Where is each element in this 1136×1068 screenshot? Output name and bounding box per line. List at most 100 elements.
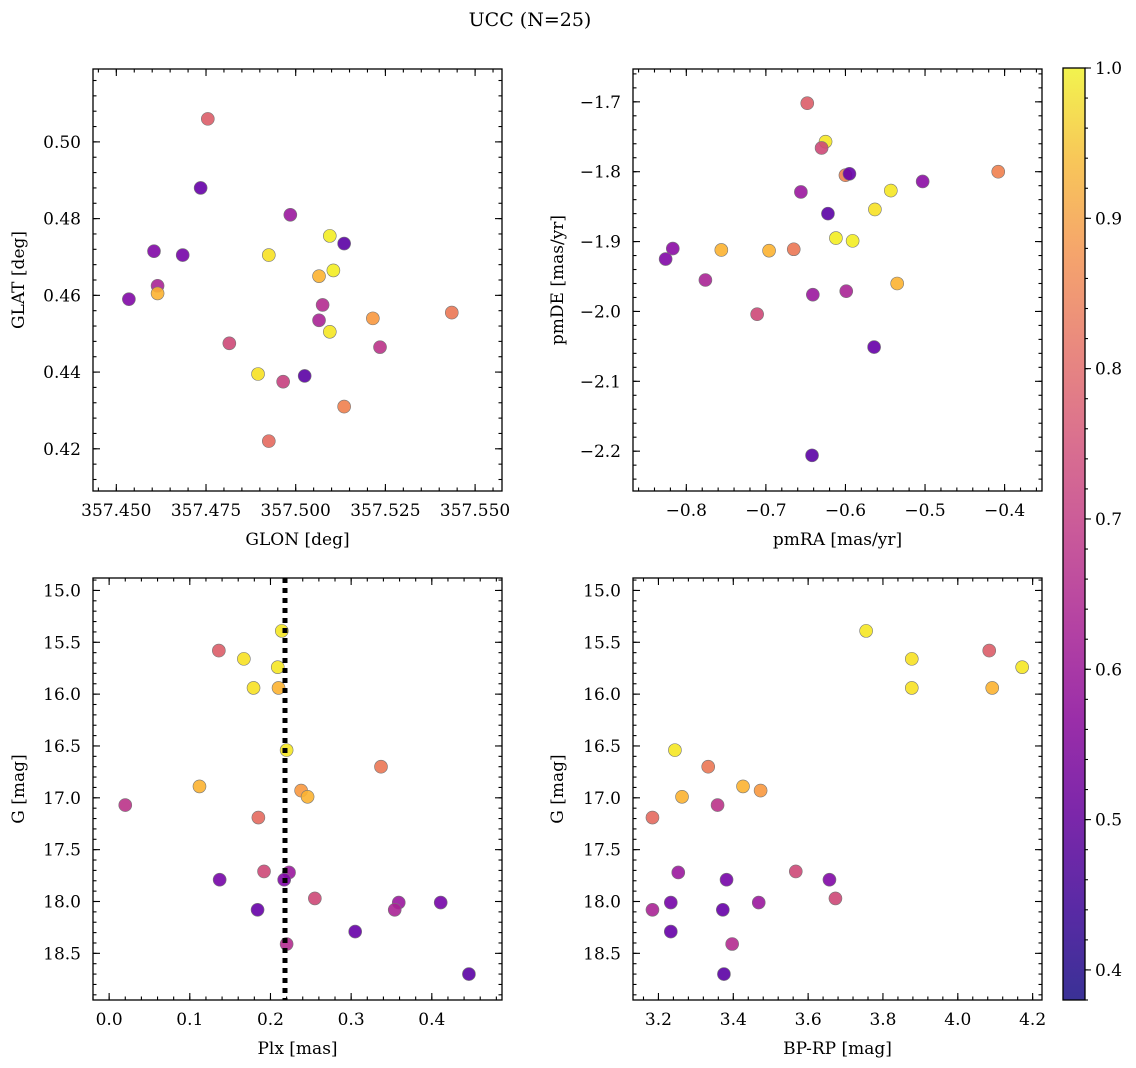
x-axis-title: pmRA [mas/yr] bbox=[773, 530, 902, 550]
x-tick-label: 3.2 bbox=[645, 1010, 672, 1030]
data-point bbox=[710, 798, 725, 812]
x-axis-title: Plx [mas] bbox=[257, 1039, 337, 1059]
y-tick-label: −1.9 bbox=[580, 233, 621, 253]
data-point bbox=[150, 286, 165, 301]
data-point bbox=[786, 242, 801, 257]
data-point bbox=[192, 779, 207, 794]
data-point bbox=[315, 298, 330, 312]
points bbox=[122, 112, 459, 448]
data-point bbox=[822, 872, 837, 887]
data-point bbox=[193, 181, 208, 195]
data-point bbox=[300, 789, 315, 804]
data-point bbox=[326, 263, 341, 278]
x-tick-label: −0.7 bbox=[745, 501, 786, 521]
data-point bbox=[373, 340, 387, 354]
data-point bbox=[904, 681, 919, 695]
data-point bbox=[982, 643, 997, 658]
colorbar-tick-label: 0.6 bbox=[1095, 660, 1122, 680]
points bbox=[118, 624, 476, 981]
data-point bbox=[698, 273, 713, 287]
colorbar: 0.4 0.5 0.6 0.7 0.8 0.9 1.0 bbox=[1062, 59, 1122, 1001]
y-tick-label: 17.5 bbox=[43, 841, 81, 861]
data-point bbox=[175, 248, 190, 262]
axes-frame bbox=[92, 577, 503, 1001]
y-tick-label: 17.0 bbox=[583, 789, 621, 809]
figure-title: UCC (N=25) bbox=[469, 9, 592, 31]
x-tick-label: 0.0 bbox=[96, 1010, 123, 1030]
data-point bbox=[308, 891, 322, 906]
data-point bbox=[668, 743, 682, 757]
x-tick-label: 357.475 bbox=[171, 501, 241, 521]
data-point bbox=[884, 183, 898, 198]
data-point bbox=[717, 967, 731, 981]
data-point bbox=[257, 864, 271, 879]
data-point bbox=[736, 779, 750, 794]
y-axis-title: G [mag] bbox=[9, 754, 29, 823]
x-tick-label: 4.2 bbox=[1019, 1010, 1046, 1030]
y-tick-label: 17.0 bbox=[43, 789, 81, 809]
data-point bbox=[821, 206, 835, 221]
data-point bbox=[271, 681, 286, 695]
data-point bbox=[890, 276, 904, 291]
y-tick-label: −1.7 bbox=[580, 93, 621, 113]
data-point bbox=[312, 313, 326, 328]
data-point bbox=[645, 810, 660, 825]
x-tick-label: 3.8 bbox=[869, 1010, 896, 1030]
data-point bbox=[251, 810, 266, 825]
data-point bbox=[312, 269, 326, 283]
data-point bbox=[246, 681, 261, 695]
colorbar-tick-label: 0.5 bbox=[1095, 811, 1122, 831]
data-point bbox=[237, 652, 251, 666]
data-point bbox=[297, 369, 312, 383]
colorbar-tick-label: 0.8 bbox=[1095, 360, 1122, 380]
x-tick-label: 357.450 bbox=[81, 501, 151, 521]
y-tick-label: 18.0 bbox=[43, 892, 81, 912]
data-point bbox=[658, 252, 673, 266]
data-point bbox=[762, 243, 776, 258]
data-point bbox=[753, 783, 768, 798]
data-point bbox=[842, 167, 857, 181]
colorbar-ticks: 0.4 0.5 0.6 0.7 0.8 0.9 1.0 bbox=[1085, 59, 1122, 1001]
x-tick-label: 4.0 bbox=[944, 1010, 971, 1030]
data-point bbox=[665, 241, 680, 256]
data-point bbox=[904, 652, 919, 666]
data-point bbox=[250, 902, 265, 917]
y-tick-label: −2.1 bbox=[580, 372, 621, 392]
data-point bbox=[829, 231, 843, 245]
y-tick-label: 18.5 bbox=[583, 944, 621, 964]
y-tick-label: 16.5 bbox=[43, 737, 81, 757]
points bbox=[645, 624, 1029, 981]
data-point bbox=[814, 141, 829, 155]
data-point bbox=[433, 895, 448, 910]
data-point bbox=[663, 924, 678, 939]
y-tick-label: 15.0 bbox=[583, 581, 621, 601]
y-axis-title: G [mag] bbox=[548, 754, 568, 823]
y-axis-title: pmDE [mas/yr] bbox=[548, 215, 568, 345]
data-point bbox=[222, 336, 237, 351]
y-tick-label: −1.8 bbox=[580, 163, 621, 183]
y-tick-label: 15.5 bbox=[583, 633, 621, 653]
data-point bbox=[274, 624, 289, 638]
data-point bbox=[147, 244, 161, 259]
colorbar-tick-label: 0.9 bbox=[1095, 209, 1122, 229]
data-point bbox=[719, 872, 734, 887]
data-point bbox=[915, 174, 930, 189]
data-point bbox=[1015, 660, 1029, 674]
data-point bbox=[985, 681, 1000, 695]
panels: 357.450 357.475 357.500 357.525 357.550 0.42 0… bbox=[9, 68, 1046, 1059]
data-point bbox=[788, 864, 803, 879]
data-point bbox=[868, 202, 882, 217]
data-point bbox=[800, 96, 815, 111]
data-point bbox=[212, 643, 226, 658]
y-tick-label: 0.48 bbox=[43, 210, 81, 230]
data-point bbox=[122, 292, 136, 306]
data-point bbox=[701, 759, 716, 774]
y-tick-label: 0.44 bbox=[43, 363, 81, 383]
data-point bbox=[645, 902, 660, 917]
data-point bbox=[337, 399, 351, 414]
x-tick-label: 3.6 bbox=[795, 1010, 822, 1030]
data-point bbox=[663, 895, 678, 910]
y-tick-label: 15.0 bbox=[43, 581, 81, 601]
data-point bbox=[806, 287, 820, 302]
